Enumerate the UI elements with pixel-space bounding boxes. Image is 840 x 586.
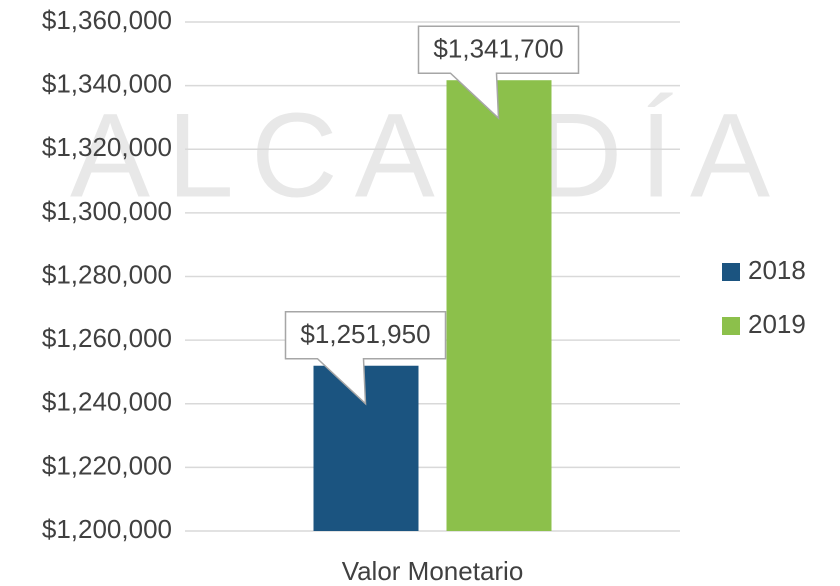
data-label: $1,251,950 — [300, 319, 430, 349]
data-label-callout — [417, 25, 580, 121]
y-tick-label: $1,220,000 — [42, 450, 172, 480]
y-tick-label: $1,300,000 — [42, 196, 172, 226]
data-label-callout — [284, 310, 447, 406]
legend-swatch — [722, 317, 740, 335]
y-tick-label: $1,360,000 — [42, 5, 172, 35]
y-tick-label: $1,320,000 — [42, 132, 172, 162]
y-tick-label: $1,200,000 — [42, 514, 172, 544]
y-tick-label: $1,240,000 — [42, 387, 172, 417]
bar — [446, 80, 552, 532]
y-tick-label: $1,340,000 — [42, 69, 172, 99]
y-tick-label: $1,260,000 — [42, 323, 172, 353]
legend-label: 2019 — [748, 309, 806, 339]
bar — [313, 365, 419, 531]
x-tick-label: Valor Monetario — [342, 556, 524, 586]
watermark: ALCALDÍA — [70, 89, 770, 223]
legend-label: 2018 — [748, 255, 806, 285]
data-label: $1,341,700 — [433, 34, 563, 64]
legend-swatch — [722, 263, 740, 281]
y-tick-label: $1,280,000 — [42, 259, 172, 289]
